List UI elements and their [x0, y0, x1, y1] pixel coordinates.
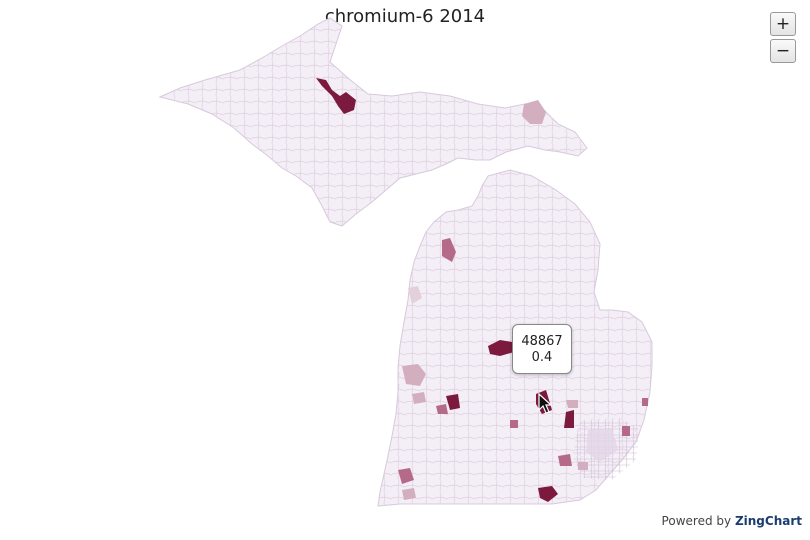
zip-region[interactable]: [316, 78, 356, 114]
zip-region[interactable]: [622, 426, 630, 436]
zoom-in-icon: +: [775, 14, 791, 34]
zoom-out-button[interactable]: −: [770, 39, 796, 63]
zip-region[interactable]: [558, 454, 572, 466]
zingchart-brand-link[interactable]: ZingChart: [734, 514, 802, 528]
zip-region[interactable]: [564, 410, 574, 428]
map-tooltip: 48867 0.4: [512, 324, 572, 374]
zip-region[interactable]: [510, 420, 518, 428]
zip-region[interactable]: [402, 364, 426, 386]
map-title: chromium-6 2014: [324, 6, 486, 27]
tooltip-zip: 48867: [521, 334, 563, 349]
powered-by-prefix: Powered by: [661, 514, 732, 528]
zip-region[interactable]: [538, 486, 558, 502]
zip-region[interactable]: [412, 392, 426, 404]
powered-by-credit[interactable]: Powered by ZingChart: [662, 514, 802, 528]
zip-region[interactable]: [408, 286, 422, 304]
zoom-out-icon: −: [775, 41, 791, 61]
zip-region[interactable]: [522, 100, 546, 124]
zip-region[interactable]: [642, 398, 648, 406]
zip-region[interactable]: [398, 468, 414, 484]
mouse-cursor-icon: [538, 393, 553, 414]
zip-region[interactable]: [488, 340, 514, 356]
zip-region[interactable]: [578, 462, 588, 470]
zip-region[interactable]: [442, 238, 456, 262]
zip-region[interactable]: [402, 488, 416, 500]
zip-region[interactable]: [446, 394, 460, 410]
upper-peninsula-regions: [160, 18, 587, 226]
zip-region[interactable]: [566, 400, 578, 408]
zoom-in-button[interactable]: +: [770, 12, 796, 36]
zip-region[interactable]: [436, 404, 448, 414]
tooltip-value: 0.4: [531, 350, 553, 365]
detroit-core-region: [586, 428, 618, 462]
